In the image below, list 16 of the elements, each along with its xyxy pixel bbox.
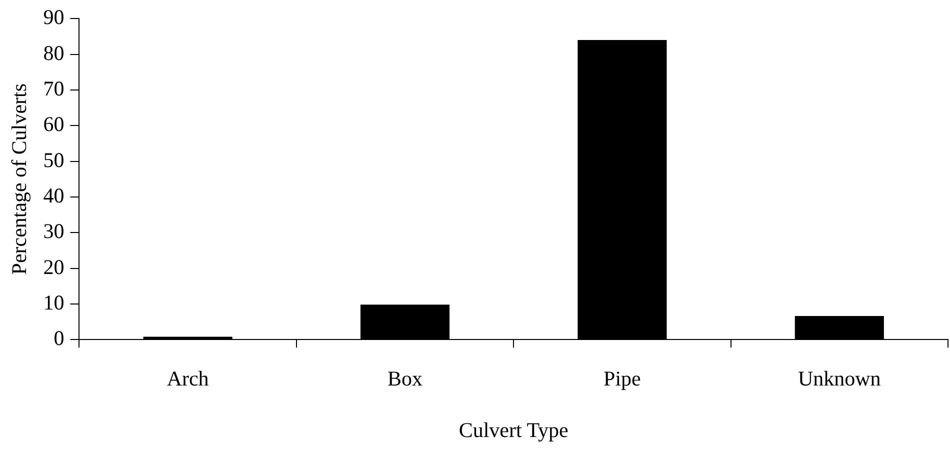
x-tick-label: Pipe	[604, 366, 641, 391]
y-tick-label: 40	[43, 183, 64, 208]
y-tick-label: 60	[43, 112, 64, 136]
x-axis-title: Culvert Type	[458, 418, 568, 442]
y-axis-title: Percentage of Culverts	[7, 83, 32, 275]
y-tick-label: 90	[43, 5, 64, 30]
x-tick-label: Box	[387, 366, 423, 391]
x-tick-label: Unknown	[798, 366, 882, 391]
y-tick-label: 70	[43, 76, 64, 100]
x-tick-label: Arch	[166, 366, 210, 391]
y-tick-label: 50	[43, 148, 64, 172]
y-tick-label: 80	[43, 40, 64, 65]
y-tick-label: 10	[43, 290, 64, 314]
y-tick-label: 20	[43, 254, 64, 279]
y-tick-label: 30	[43, 219, 64, 244]
y-tick-label: 0	[54, 326, 64, 350]
